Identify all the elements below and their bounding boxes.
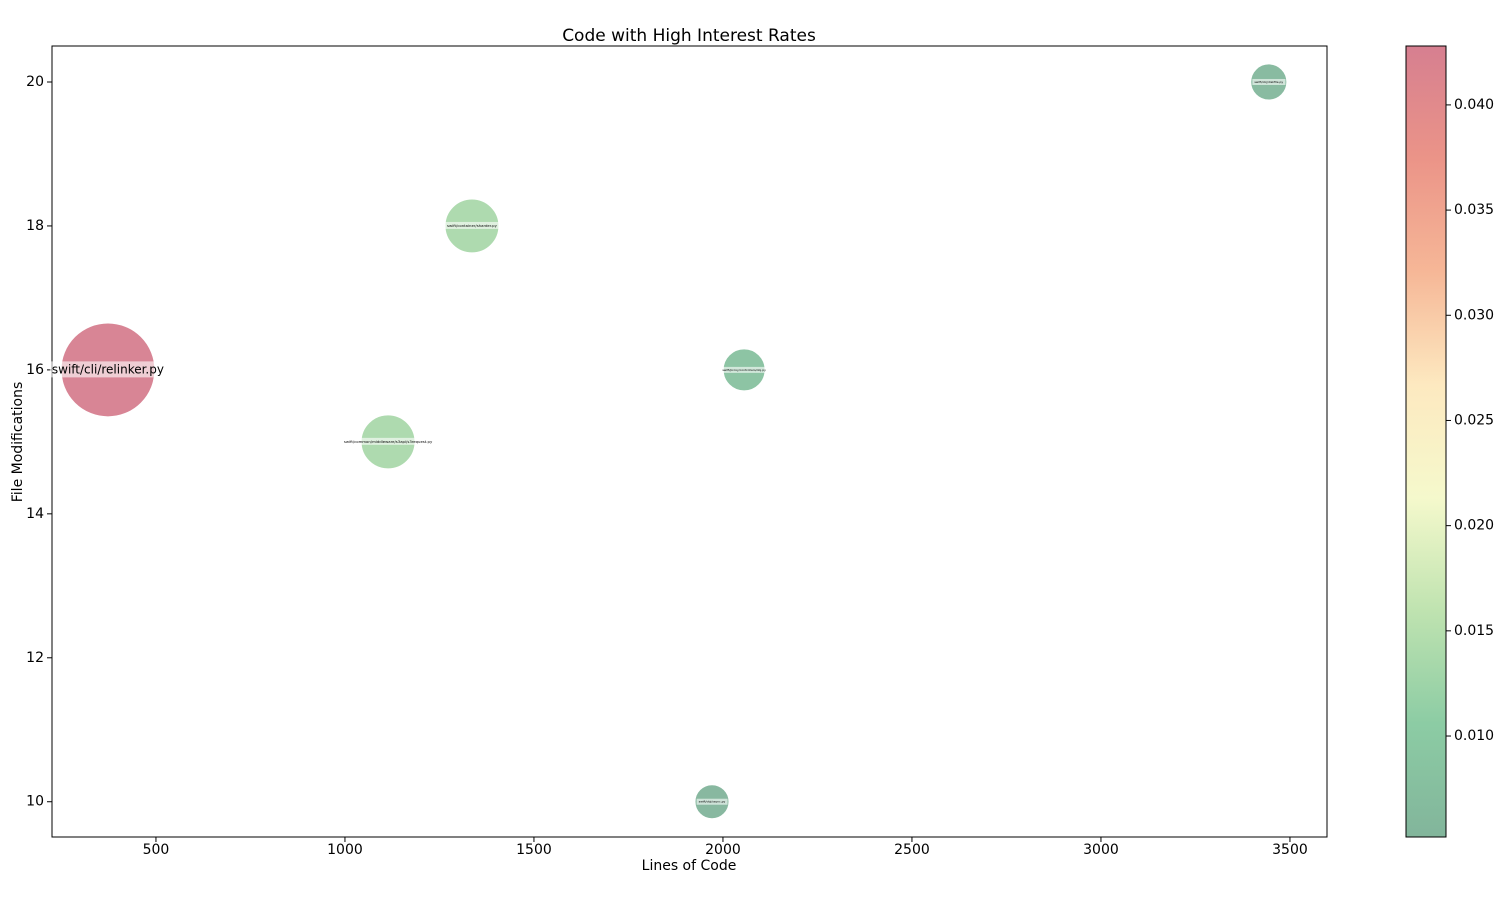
y-tick-label: 18 <box>26 218 44 234</box>
colorbar-tick-label: 0.040 <box>1454 97 1494 113</box>
x-tick-label: 1000 <box>327 842 363 858</box>
y-tick-label: 12 <box>26 650 44 666</box>
x-tick-label: 500 <box>143 842 170 858</box>
bubble-label-box <box>49 361 166 378</box>
bubble-label-box <box>445 221 500 229</box>
bubble-label: swift/container/sharder.py <box>447 223 498 228</box>
y-tick-label: 16 <box>26 362 44 378</box>
y-tick-label: 20 <box>26 74 44 90</box>
x-axis-label: Lines of Code <box>642 858 737 874</box>
bubble-label: swift/common/middleware/s3api/s3request.… <box>344 439 433 444</box>
y-axis-label: File Modifications <box>10 382 26 503</box>
bubble-label-group: swift/obj/diskfile.py <box>1252 78 1286 85</box>
bubble-label: swift/obj/diskfile.py <box>1254 80 1283 84</box>
bubble-label-group: swift/obj/ssync.py <box>696 798 728 805</box>
plot-frame <box>51 45 1328 838</box>
bubble-label-box <box>341 437 435 445</box>
bubble-label-box <box>720 366 769 373</box>
y-tick-label: 14 <box>26 506 44 522</box>
bubble-label-box <box>1252 78 1286 85</box>
chart-title: Code with High Interest Rates <box>562 26 816 46</box>
bubble-label-group: swift/common/middleware/s3api/s3request.… <box>341 437 435 445</box>
x-tick-label: 1500 <box>516 842 552 858</box>
bubble-label-group: swift/container/sharder.py <box>445 221 500 229</box>
bubble-label-box <box>696 798 728 805</box>
bubble-label: swift/obj/ssync.py <box>699 800 726 804</box>
colorbar-tick-label: 0.020 <box>1454 518 1494 534</box>
bubble-label-group: swift/proxy/controllers/obj.py <box>720 366 769 373</box>
colorbar-tick-label: 0.015 <box>1454 623 1494 639</box>
colorbar <box>1405 45 1447 838</box>
bubble-label: swift/cli/relinker.py <box>52 362 164 376</box>
colorbar-tick-label: 0.035 <box>1454 202 1494 218</box>
x-tick-label: 2500 <box>894 842 930 858</box>
bubble-label-group: swift/cli/relinker.py <box>49 361 166 378</box>
x-tick-label: 3500 <box>1272 842 1308 858</box>
colorbar-tick-label: 0.010 <box>1454 728 1494 744</box>
y-tick-label: 10 <box>26 794 44 810</box>
bubble-label: swift/proxy/controllers/obj.py <box>722 368 766 372</box>
x-tick-label: 3000 <box>1083 842 1119 858</box>
colorbar-tick-label: 0.025 <box>1454 412 1494 428</box>
x-tick-label: 2000 <box>705 842 741 858</box>
colorbar-tick-label: 0.030 <box>1454 307 1494 323</box>
